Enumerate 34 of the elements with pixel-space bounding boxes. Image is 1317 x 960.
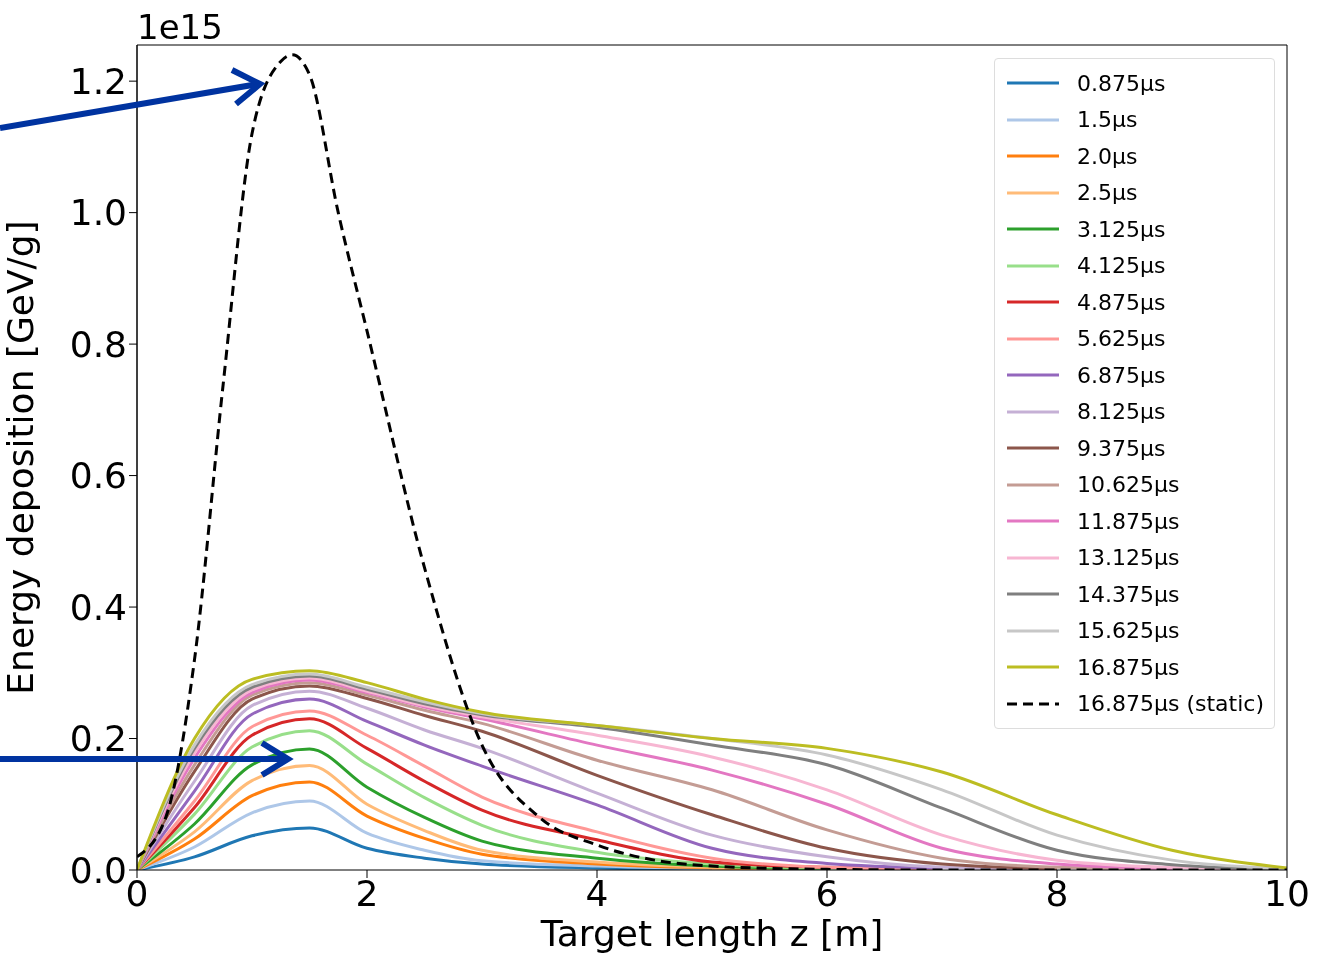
x-tick-label: 6 [815,872,839,914]
legend-label: 13.125µs [1077,545,1180,571]
legend-label: 16.875µs (static) [1077,691,1264,717]
x-tick-label: 2 [355,872,379,914]
x-axis-title: Target length z [m] [539,913,884,954]
x-tick-label: 10 [1264,872,1310,914]
x-tick-label: 4 [585,872,609,914]
x-tick-label: 8 [1045,872,1069,914]
y-tick-label: 0.6 [69,455,127,497]
legend-label: 3.125µs [1077,216,1166,242]
x-tick-label: 0 [125,872,149,914]
y-axis-title: Energy deposition [GeV/g] [0,220,41,695]
y-tick-label: 0.8 [69,323,127,365]
y-tick-label: 0.0 [69,849,127,891]
legend-label: 16.875µs [1077,654,1180,680]
legend-label: 1.5µs [1077,107,1138,133]
legend-label: 14.375µs [1077,581,1180,607]
legend-label: 6.875µs [1077,362,1166,388]
legend-label: 10.625µs [1077,472,1180,498]
legend-label: 8.125µs [1077,399,1166,425]
legend-label: 2.5µs [1077,180,1138,206]
legend-label: 15.625µs [1077,618,1180,644]
legend-label: 11.875µs [1077,508,1180,534]
legend-label: 9.375µs [1077,435,1166,461]
legend-label: 0.875µs [1077,70,1166,96]
y-tick-label: 0.2 [69,718,127,760]
y-tick-label: 1.2 [69,60,127,102]
legend-label: 2.0µs [1077,143,1138,169]
legend-label: 4.875µs [1077,289,1166,315]
annotation: 1e15 [137,7,223,47]
legend-label: 5.625µs [1077,326,1166,352]
y-tick-label: 1.0 [69,192,127,234]
y-tick-label: 0.4 [69,586,127,628]
legend-label: 4.125µs [1077,253,1166,279]
